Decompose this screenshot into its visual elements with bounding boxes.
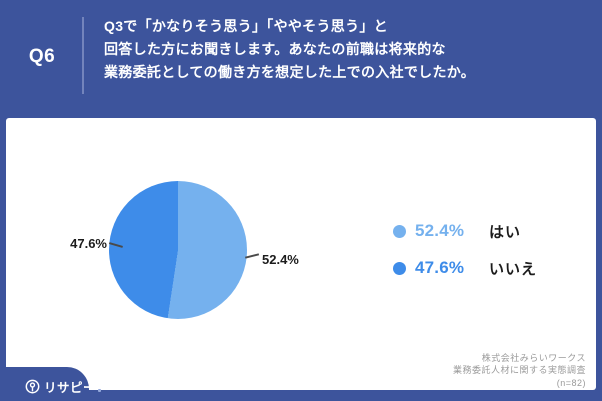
- legend-item-no: 47.6% いいえ: [393, 256, 537, 280]
- footer-bar: [0, 390, 602, 401]
- header-divider: [82, 17, 84, 94]
- legend-item-yes: 52.4% はい: [393, 219, 537, 243]
- source-line: 業務委託人材に関する実態調査: [452, 365, 586, 375]
- source-line: 株式会社みらいワークス: [481, 352, 586, 363]
- pie-leader-line-right: [245, 253, 259, 259]
- pie-slice-label-yes: 52.4%: [262, 252, 299, 267]
- legend-dot-icon: [393, 261, 406, 275]
- question-text-line: Q3で「かなりそう思う」「ややそう思う」と: [104, 18, 388, 34]
- legend-value: 47.6%: [415, 258, 465, 277]
- logo-dot: [98, 388, 102, 392]
- question-number: Q6: [28, 46, 56, 67]
- chart-card: 47.6% 52.4% 52.4% はい 47.6% いいえ 株式会社みらいワー…: [6, 118, 596, 390]
- legend: 52.4% はい 47.6% いいえ: [393, 219, 537, 293]
- question-text: Q3で「かなりそう思う」「ややそう思う」と 回答した方にお聞きします。あなたの前…: [104, 15, 475, 84]
- question-text-line: 業務委託としての働き方を想定した上での入社でしたか。: [104, 64, 476, 80]
- source-attribution: 株式会社みらいワークス 業務委託人材に関する実態調査 (n=82): [453, 352, 586, 390]
- logo-text: リサピー: [44, 381, 97, 395]
- legend-label: はい: [489, 223, 522, 241]
- risapi-logo: リサピー: [25, 377, 102, 396]
- legend-label: いいえ: [489, 260, 538, 278]
- source-line: (n=82): [556, 377, 586, 388]
- legend-value: 52.4%: [415, 221, 465, 240]
- logo-tab: [0, 367, 89, 401]
- pie-chart: [109, 181, 247, 319]
- question-header: Q6 Q3で「かなりそう思う」「ややそう思う」と 回答した方にお聞きします。あな…: [0, 0, 602, 118]
- legend-dot-icon: [393, 224, 406, 238]
- pie-slice-label-no: 47.6%: [70, 236, 107, 251]
- question-text-line: 回答した方にお聞きします。あなたの前職は将来的な: [104, 41, 446, 57]
- magnifier-pin-icon: [25, 379, 40, 394]
